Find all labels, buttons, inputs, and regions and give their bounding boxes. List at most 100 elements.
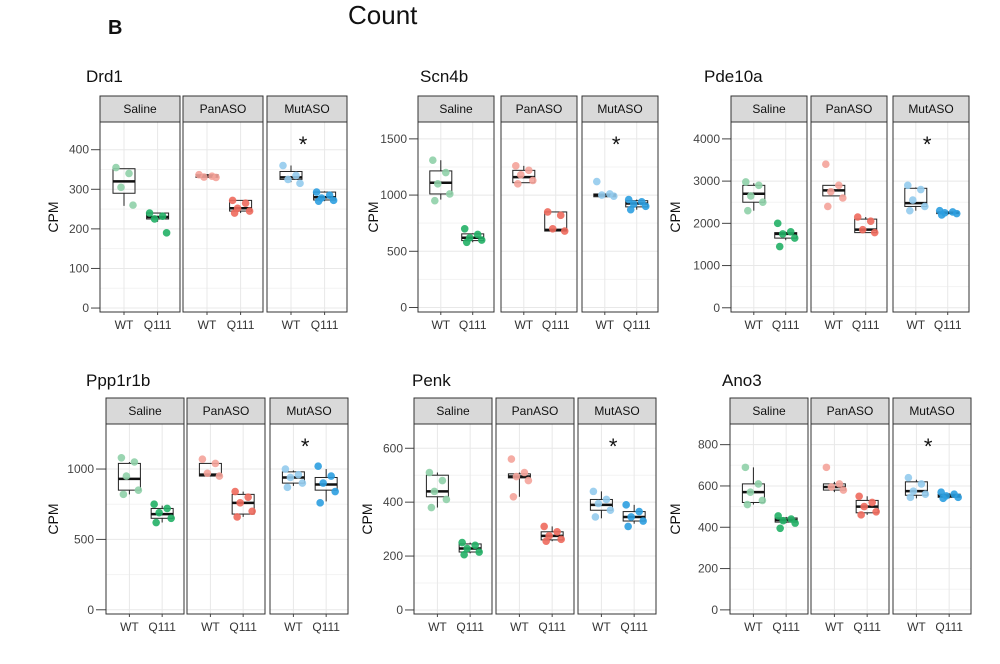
x-tick-label: Q111 (227, 318, 255, 332)
panel-border (186, 423, 266, 615)
chart-title: Ppp1r1b (86, 371, 150, 390)
data-point (294, 470, 303, 479)
data-point (236, 499, 244, 507)
box-wt (112, 163, 137, 209)
data-point (917, 185, 925, 194)
y-axis-label: CPM (365, 201, 381, 232)
panel-border (730, 121, 808, 313)
data-point (329, 196, 338, 205)
chart-drd1: Drd1 CPM 0 100 200 300 400 Saline WT Q111 PanASO WT… (45, 67, 348, 332)
data-point (624, 522, 632, 531)
x-tick-label: Q111 (853, 620, 881, 634)
data-point (283, 483, 292, 492)
y-tick-label: 1500 (380, 132, 407, 146)
facet-mutaso: MutASO WT Q111 * (581, 95, 659, 332)
data-point (463, 544, 471, 553)
x-tick-label: Q111 (456, 620, 484, 634)
data-point (822, 160, 830, 169)
y-tick-label: 400 (383, 495, 403, 509)
x-tick-label: Q111 (772, 318, 800, 332)
data-point (909, 487, 918, 495)
y-tick-label: 0 (396, 603, 403, 617)
box-wt (589, 487, 615, 521)
data-point (314, 462, 322, 471)
data-point (152, 518, 160, 527)
data-point (129, 201, 137, 209)
y-tick-label: 600 (698, 479, 718, 493)
data-point (776, 524, 784, 533)
x-tick-label: WT (744, 620, 763, 634)
y-tick-label: 2000 (693, 216, 720, 230)
y-tick-label: 1000 (693, 259, 720, 273)
data-point (741, 463, 750, 472)
data-point (145, 209, 154, 217)
box-body (198, 462, 222, 477)
panel-background (582, 122, 658, 312)
facet-panaso: PanASO WT Q111 (810, 397, 890, 634)
box-q111 (622, 501, 647, 531)
chart-title: Ano3 (722, 371, 762, 390)
data-point (245, 207, 254, 215)
data-point (606, 506, 615, 515)
box-wt (429, 156, 454, 205)
y-tick-label: 3000 (693, 174, 720, 188)
facet-strip (105, 397, 185, 425)
facet-saline: Saline WT Q111 (729, 397, 809, 634)
data-point (312, 188, 321, 196)
data-point (755, 181, 763, 190)
panel-border (810, 423, 890, 615)
significance-marker: * (301, 434, 310, 459)
x-tick-label: Q111 (623, 318, 651, 332)
facet-label: Saline (752, 404, 786, 418)
data-point (327, 472, 335, 480)
data-point (557, 535, 565, 544)
data-point (117, 183, 125, 192)
data-point (244, 493, 252, 501)
panel-border (581, 121, 659, 313)
box-wt (512, 162, 537, 188)
data-point (822, 463, 831, 472)
x-tick-label: WT (201, 620, 220, 634)
data-point (548, 225, 557, 233)
x-tick-label: WT (592, 620, 611, 634)
data-point (906, 493, 915, 502)
data-point (434, 180, 442, 188)
data-point (286, 473, 295, 482)
data-point (598, 191, 606, 199)
panel-background (414, 424, 492, 614)
panel-background (811, 122, 887, 312)
data-point (122, 472, 131, 480)
x-tick-label: WT (595, 318, 614, 332)
box-q111 (145, 209, 171, 237)
data-point (627, 513, 635, 521)
data-point (117, 453, 126, 462)
box-wt (281, 465, 307, 492)
chart-title: Penk (412, 371, 451, 390)
facet-saline: Saline WT Q111 (105, 397, 185, 634)
figure-title: Count (348, 0, 418, 30)
data-point (773, 219, 782, 228)
y-tick-label: 1000 (67, 462, 94, 476)
y-tick-label: 200 (383, 549, 403, 563)
data-point (954, 493, 962, 502)
x-tick-label: Q111 (312, 620, 340, 634)
data-point (857, 511, 865, 519)
box-body (854, 218, 878, 234)
data-point (442, 168, 450, 177)
data-point (425, 468, 434, 477)
data-point (119, 490, 128, 499)
data-point (512, 472, 521, 481)
data-point (529, 176, 537, 185)
data-point (150, 500, 158, 509)
x-tick-label: Q111 (144, 318, 172, 332)
data-point (747, 192, 755, 200)
data-point (509, 492, 518, 501)
y-axis-label: CPM (667, 201, 683, 232)
x-tick-label: WT (825, 620, 844, 634)
data-point (855, 492, 863, 501)
facet-label: MutASO (908, 102, 953, 116)
panel-background (811, 424, 889, 614)
data-point (624, 195, 633, 204)
facet-panaso: PanASO WT Q111 (500, 95, 578, 332)
